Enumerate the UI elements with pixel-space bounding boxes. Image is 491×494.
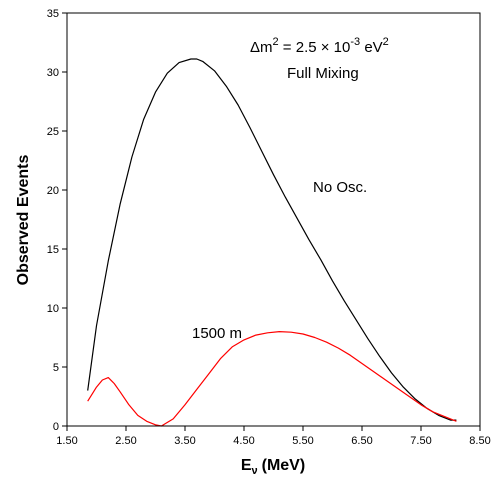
- baseline-1500m-line: [87, 331, 457, 427]
- annotation-sup-1: 2: [273, 36, 279, 48]
- x-tick-label: 5.50: [292, 435, 313, 447]
- x-axis-title: Eν (MeV): [241, 457, 305, 477]
- mass-splitting-annotation: Δm2 = 2.5 × 10-3 eV2: [250, 36, 389, 56]
- annotation-sup-3: 2: [383, 36, 389, 48]
- y-tick-label: 20: [47, 185, 59, 197]
- series-lines: [87, 58, 457, 427]
- y-tick-label: 35: [47, 8, 59, 20]
- full-mixing-annotation: Full Mixing: [287, 65, 359, 82]
- x-axis-ticks: 1.50 2.50 3.50 4.50 5.50 6.50 7.50 8.50: [56, 426, 491, 447]
- x-tick-label: 2.50: [115, 435, 136, 447]
- y-axis-ticks: 0 5 10 15 20 25 30 35: [47, 8, 67, 433]
- y-tick-label: 30: [47, 67, 59, 79]
- y-tick-label: 5: [53, 362, 59, 374]
- no-osc-label: No Osc.: [313, 179, 367, 196]
- plot-frame: [66, 12, 481, 427]
- baseline-1500m-label: 1500 m: [192, 325, 242, 342]
- annotation-delta-m: Δm: [250, 39, 273, 56]
- y-tick-label: 15: [47, 244, 59, 256]
- y-tick-label: 10: [47, 303, 59, 315]
- y-axis-title: Observed Events: [15, 155, 32, 286]
- x-axis-title-subscript: ν: [251, 465, 257, 477]
- annotation-value: = 2.5 × 10: [279, 39, 351, 56]
- x-tick-label: 4.50: [233, 435, 254, 447]
- x-axis-title-unit: (MeV): [262, 457, 306, 474]
- x-axis-title-symbol: E: [241, 457, 252, 474]
- x-tick-label: 1.50: [56, 435, 77, 447]
- y-tick-label: 0: [53, 421, 59, 433]
- annotation-unit: eV: [360, 39, 383, 56]
- no-osc-line: [87, 58, 457, 421]
- x-tick-label: 6.50: [351, 435, 372, 447]
- x-tick-label: 3.50: [174, 435, 195, 447]
- x-tick-label: 7.50: [410, 435, 431, 447]
- y-tick-label: 25: [47, 126, 59, 138]
- x-tick-label: 8.50: [469, 435, 490, 447]
- annotation-sup-2: -3: [350, 36, 360, 48]
